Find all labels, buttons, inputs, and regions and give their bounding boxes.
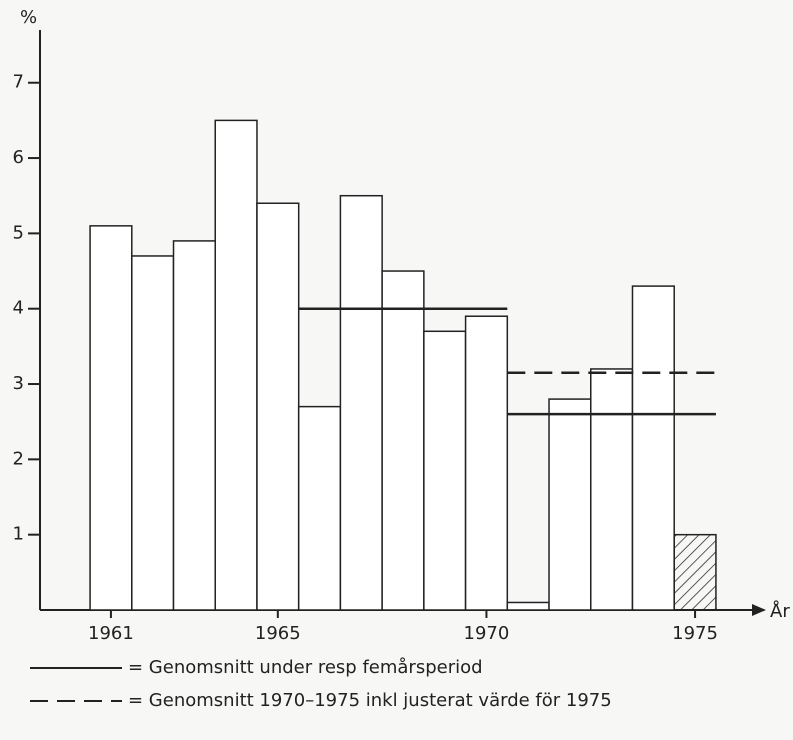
y-axis-label: % xyxy=(20,7,37,28)
bar xyxy=(256,202,300,611)
x-axis-label: År xyxy=(770,600,790,622)
y-tick-label: 5 xyxy=(13,222,24,243)
y-tick-label: 7 xyxy=(13,72,24,93)
bar xyxy=(131,255,175,611)
y-tick-label: 2 xyxy=(13,448,24,469)
bar xyxy=(214,119,258,611)
x-tick-label: 1965 xyxy=(255,623,301,644)
bar xyxy=(590,368,634,611)
x-tick-label: 1970 xyxy=(464,623,510,644)
legend-label: = Genomsnitt 1970–1975 inkl justerat vär… xyxy=(128,690,612,711)
bar xyxy=(631,285,675,611)
bar xyxy=(464,315,509,611)
x-tick-label: 1961 xyxy=(88,623,134,644)
y-tick-label: 1 xyxy=(13,524,24,545)
bar xyxy=(673,533,717,611)
bar xyxy=(548,398,592,611)
x-axis-arrow xyxy=(752,604,766,616)
y-tick-label: 6 xyxy=(13,147,24,168)
bar xyxy=(423,330,467,611)
legend-label: = Genomsnitt under resp femårsperiod xyxy=(128,657,483,678)
bar xyxy=(381,270,425,611)
bar xyxy=(339,194,383,611)
y-tick-label: 4 xyxy=(13,298,24,319)
bar xyxy=(89,225,133,611)
x-tick-label: 1975 xyxy=(672,623,718,644)
bar xyxy=(506,601,550,611)
bar xyxy=(297,405,342,611)
y-tick-label: 3 xyxy=(13,373,24,394)
bar xyxy=(172,240,216,611)
